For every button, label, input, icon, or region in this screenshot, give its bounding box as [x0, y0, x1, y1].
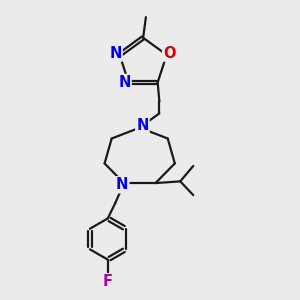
Text: N: N	[116, 177, 128, 192]
Text: F: F	[103, 274, 113, 289]
Text: N: N	[109, 46, 122, 61]
Text: O: O	[163, 46, 176, 61]
Text: N: N	[136, 118, 148, 134]
Text: N: N	[118, 75, 131, 90]
